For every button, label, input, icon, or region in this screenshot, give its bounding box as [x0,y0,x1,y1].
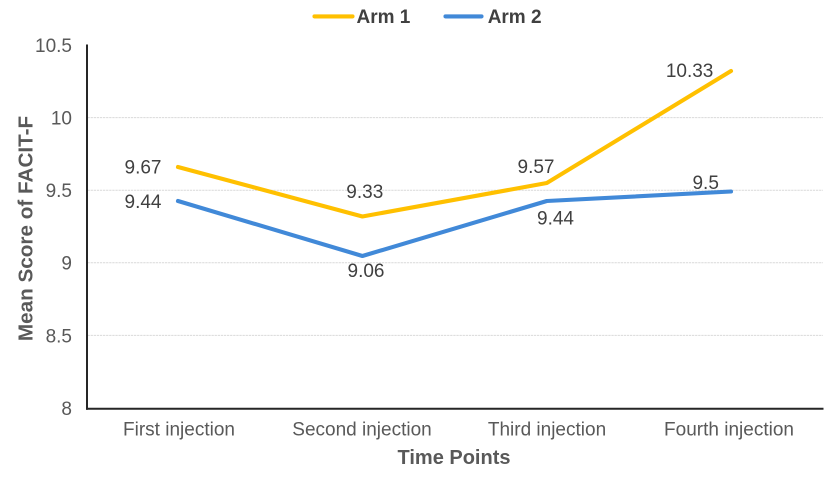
svg-text:Second injection: Second injection [292,420,431,441]
svg-text:10.5: 10.5 [35,36,72,57]
svg-text:Fourth injection: Fourth injection [664,420,794,441]
svg-text:Arm 1: Arm 1 [357,7,411,28]
svg-text:9.5: 9.5 [46,181,72,202]
svg-text:Third injection: Third injection [488,420,606,441]
svg-text:9: 9 [61,254,72,275]
svg-text:9.44: 9.44 [537,209,574,230]
svg-text:First injection: First injection [123,420,235,441]
svg-text:10: 10 [51,109,72,130]
svg-text:8.5: 8.5 [46,326,72,347]
svg-text:Time Points: Time Points [398,447,511,469]
svg-text:9.5: 9.5 [692,173,718,194]
svg-text:9.67: 9.67 [125,158,162,179]
svg-text:Arm 2: Arm 2 [488,7,542,28]
svg-text:9.44: 9.44 [125,192,162,213]
svg-text:8: 8 [61,399,72,420]
svg-text:9.33: 9.33 [346,182,383,203]
svg-text:10.33: 10.33 [666,61,714,82]
svg-text:9.06: 9.06 [348,261,385,282]
svg-text:9.57: 9.57 [518,157,555,178]
svg-text:Mean Score of FACIT-F: Mean Score of FACIT-F [15,116,38,341]
